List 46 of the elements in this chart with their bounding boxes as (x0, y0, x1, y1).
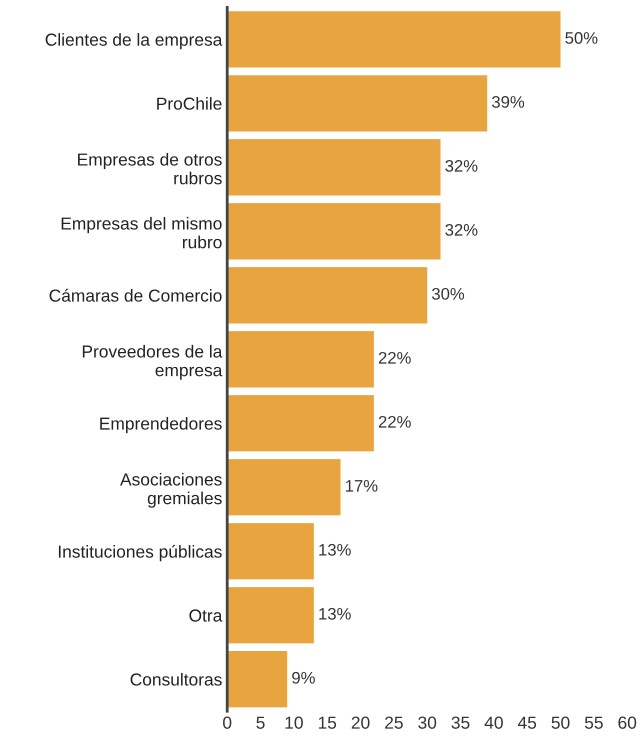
y-tick-label: Empresas de otros rubros (78, 152, 222, 184)
bar (227, 139, 441, 196)
y-tick-label: Empresas del mismo rubro (62, 216, 222, 248)
x-tick-label: 60 (618, 716, 636, 729)
x-tick-label: 35 (452, 716, 470, 729)
data-label: 32% (445, 160, 478, 172)
data-label: 13% (319, 544, 351, 556)
data-label: 9% (292, 672, 315, 684)
y-tick-label: Otra (189, 609, 222, 622)
x-tick-label: 50 (552, 716, 570, 729)
x-tick-label: 25 (385, 716, 403, 729)
x-tick-label: 0 (223, 716, 232, 729)
bar (227, 75, 488, 132)
data-label: 22% (378, 352, 411, 364)
data-label: 32% (445, 224, 478, 236)
y-tick-label: Proveedores de la empresa (82, 344, 222, 380)
y-tick-label: Clientes de la empresa (46, 33, 222, 50)
x-tick-label: 30 (418, 716, 436, 729)
data-label: 13% (319, 608, 351, 620)
y-tick-label: ProChile (157, 97, 222, 110)
data-label: 50% (565, 32, 598, 44)
y-tick-label: Asociaciones gremiales (120, 472, 222, 508)
x-tick-label: 10 (286, 716, 303, 729)
bar (227, 459, 341, 516)
data-label: 39% (492, 96, 524, 108)
x-tick-label: 20 (352, 716, 370, 729)
y-tick-label: Instituciones públicas (58, 544, 222, 562)
bar (227, 651, 288, 708)
bar (227, 267, 428, 324)
x-tick-label: 40 (484, 716, 503, 729)
x-tick-label: 45 (518, 716, 536, 729)
y-tick-label: Emprendedores (100, 416, 222, 434)
x-tick-label: 55 (584, 716, 603, 729)
x-tick-label: 5 (256, 716, 265, 729)
bar (227, 331, 374, 388)
bar (227, 523, 314, 580)
bar (227, 11, 561, 68)
data-label: 17% (346, 480, 378, 492)
data-label: 22% (378, 416, 411, 428)
bar (227, 395, 374, 452)
bar (227, 587, 314, 644)
bar (227, 203, 441, 260)
y-tick-label: Consultoras (130, 672, 222, 686)
y-tick-label: Cámaras de Comercio (50, 288, 222, 302)
data-label: 30% (432, 288, 464, 300)
x-tick-label: 15 (318, 716, 336, 729)
